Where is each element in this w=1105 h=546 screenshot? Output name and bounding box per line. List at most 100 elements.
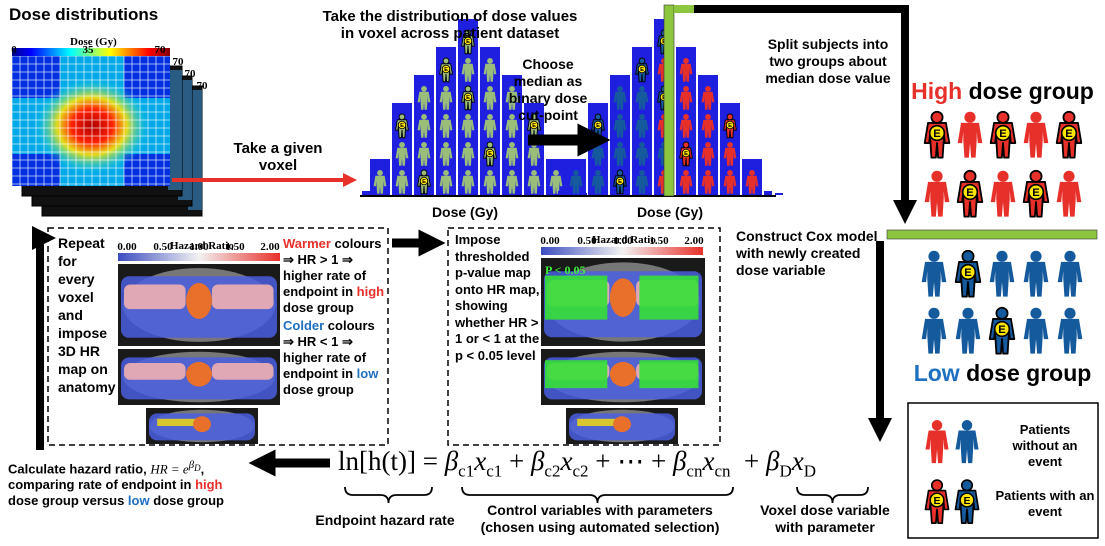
body	[1024, 319, 1049, 354]
sub: c1	[458, 461, 474, 480]
hr-core	[186, 362, 212, 387]
head	[928, 308, 939, 319]
text: dose group	[283, 382, 354, 397]
head	[931, 171, 942, 182]
low-dose-patient	[1024, 251, 1049, 297]
low-dose-patient	[922, 251, 947, 297]
p-mask	[639, 276, 698, 320]
legend-patient	[925, 420, 948, 463]
histogram-bar	[775, 193, 783, 195]
body	[1058, 319, 1083, 354]
head	[443, 170, 449, 176]
text: dose group	[283, 300, 354, 315]
p-mask	[639, 360, 698, 388]
head	[509, 170, 515, 176]
head	[683, 58, 689, 64]
high-group-title: High dose group	[900, 78, 1105, 104]
head	[1064, 308, 1075, 319]
text-line: Voxel dose variable	[755, 502, 895, 519]
body	[1057, 182, 1082, 217]
head	[399, 142, 405, 148]
text-line: with parameter	[755, 519, 895, 536]
head	[639, 142, 645, 148]
head	[996, 308, 1007, 319]
var: x	[702, 446, 714, 476]
body	[1058, 262, 1083, 297]
body	[925, 431, 948, 464]
hr-tick: 2.00	[684, 235, 703, 247]
body	[925, 182, 950, 217]
high-word: High	[911, 78, 962, 104]
slice-label: 70	[197, 80, 208, 92]
text-line: in voxel across patient dataset	[300, 25, 600, 42]
head	[465, 86, 471, 92]
text: Calculate hazard ratio,	[8, 461, 150, 476]
body	[1024, 123, 1049, 158]
dose-slice-edge	[168, 70, 182, 190]
hr-warm	[212, 285, 274, 310]
step-cox: Construct Cox model with newly created d…	[736, 228, 886, 279]
head	[1064, 251, 1075, 262]
high-dose-patient	[958, 112, 983, 158]
var: x	[792, 446, 804, 476]
head	[443, 142, 449, 148]
group-divider	[887, 230, 1097, 239]
high-dose-patient: E	[958, 171, 983, 217]
histogram-axis-label: Dose (Gy)	[420, 204, 510, 221]
high-dose-patient	[991, 171, 1016, 217]
histogram-axis-label: Dose (Gy)	[625, 204, 715, 221]
event-marker: E	[466, 95, 470, 101]
text-line: (chosen using automated selection)	[470, 519, 730, 536]
var: x	[560, 446, 572, 476]
event-marker: E	[966, 187, 974, 199]
head	[465, 170, 471, 176]
head	[465, 142, 471, 148]
hr-core	[193, 416, 211, 432]
control-label: Control variables with parameters (chose…	[470, 502, 730, 536]
head	[421, 142, 427, 148]
legend-patient: E	[955, 480, 978, 523]
head	[962, 308, 973, 319]
dose-variable-label: Voxel dose variable with parameter	[755, 502, 895, 536]
head	[727, 170, 733, 176]
dose-tick: 0	[11, 44, 17, 56]
low-word: low	[128, 493, 150, 508]
cox-equation: ln[h(t)] = βc1xc1 + βc2xc2 + ⋯ + βcnxcn …	[338, 446, 816, 481]
sub: cn	[714, 461, 730, 480]
body	[922, 262, 947, 297]
head	[639, 58, 645, 64]
head	[595, 170, 601, 176]
head	[421, 170, 427, 176]
head	[617, 86, 623, 92]
head	[1063, 171, 1074, 182]
head	[962, 420, 973, 431]
head	[1030, 251, 1041, 262]
head	[465, 114, 471, 120]
histogram-bar	[764, 191, 772, 195]
hr-core	[186, 283, 212, 319]
low-dose-patient: E	[956, 251, 981, 297]
hr-tick: 0.00	[117, 241, 136, 253]
hr-warm	[212, 363, 274, 380]
head	[1063, 112, 1074, 123]
high-dose-patient: E	[991, 112, 1016, 158]
step-distribution: Take the distribution of dose values in …	[300, 8, 600, 42]
hr-warm	[124, 285, 186, 310]
group-word: dose group	[960, 360, 1092, 386]
head	[531, 170, 537, 176]
head	[727, 114, 733, 120]
head	[705, 114, 711, 120]
histogram-bar	[558, 191, 566, 195]
brace	[345, 487, 432, 503]
event-marker: E	[728, 123, 732, 129]
event-marker: E	[684, 151, 688, 157]
colder-note: Colder colours ⇒ HR < 1 ⇒ higher rate of…	[283, 318, 387, 398]
low-dose-patient	[956, 308, 981, 354]
body	[990, 262, 1015, 297]
coef: β	[445, 446, 458, 476]
head	[377, 170, 383, 176]
head	[683, 114, 689, 120]
head	[617, 142, 623, 148]
high-dose-patient	[1057, 171, 1082, 217]
lhs: ln[h(t)]	[338, 446, 416, 476]
